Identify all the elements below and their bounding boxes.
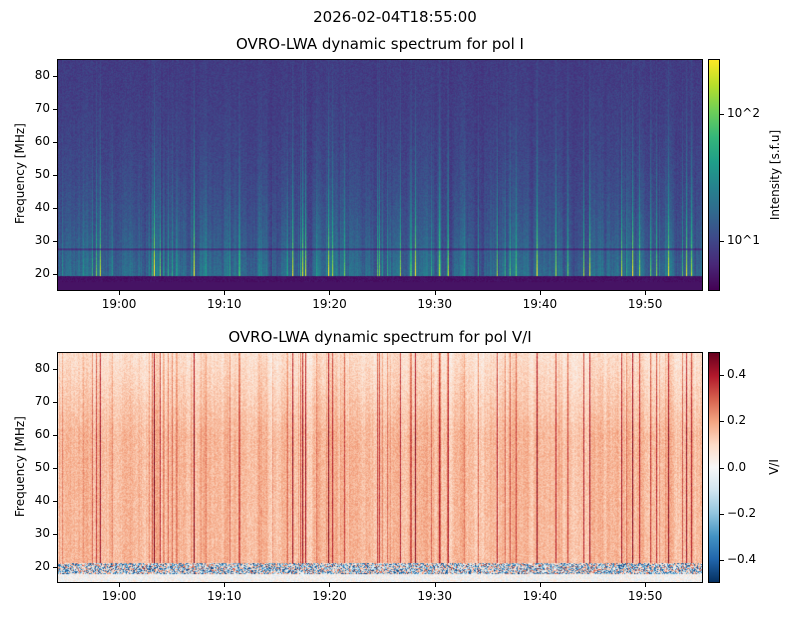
colorbar-label-vi: V/I <box>767 459 781 475</box>
x-tick-label: 19:20 <box>312 297 347 311</box>
x-tick-label: 19:50 <box>627 297 663 311</box>
x-tick <box>119 291 121 295</box>
y-tick <box>53 500 57 502</box>
x-tick-label: 19:40 <box>522 589 558 603</box>
y-tick-label: 30 <box>34 233 50 248</box>
y-tick <box>53 368 57 370</box>
x-tick-label: 19:20 <box>312 589 347 603</box>
y-tick <box>53 208 57 210</box>
y-tick <box>53 75 57 77</box>
y-tick <box>53 241 57 243</box>
y-tick <box>53 401 57 403</box>
colorbar-tick-label: 0.2 <box>727 413 747 428</box>
x-tick <box>645 291 647 295</box>
colorbar-tick-label: 0.0 <box>727 459 747 474</box>
plot-title-pol-i: OVRO-LWA dynamic spectrum for pol I <box>236 35 524 53</box>
y-tick <box>53 467 57 469</box>
y-tick-label: 60 <box>34 133 50 148</box>
x-tick-label: 19:00 <box>101 589 137 603</box>
x-tick-label: 19:30 <box>417 297 452 311</box>
colorbar-intensity <box>708 59 720 291</box>
y-tick <box>53 141 57 143</box>
x-tick <box>539 291 541 295</box>
y-tick-label: 50 <box>34 459 50 474</box>
x-tick <box>329 583 331 587</box>
colorbar-tick-label: 0.4 <box>727 367 747 382</box>
x-tick <box>224 583 226 587</box>
colorbar-tick-label: −0.4 <box>727 551 757 566</box>
y-tick-label: 60 <box>34 426 50 441</box>
y-tick-label: 20 <box>34 558 50 573</box>
y-tick <box>53 566 57 568</box>
y-tick <box>53 533 57 535</box>
x-tick-label: 19:10 <box>206 297 242 311</box>
x-tick-label: 19:10 <box>206 589 242 603</box>
colorbar-vi <box>708 352 720 583</box>
y-tick-label: 70 <box>34 393 50 408</box>
x-tick-label: 19:50 <box>627 589 663 603</box>
x-tick <box>119 583 121 587</box>
spectrogram-pol-i <box>57 59 703 291</box>
colorbar-tick-label: 10^1 <box>727 232 760 247</box>
x-tick-label: 19:30 <box>417 589 452 603</box>
figure-suptitle: 2026-02-04T18:55:00 <box>313 8 477 26</box>
y-tick-label: 30 <box>34 525 50 540</box>
y-tick-label: 80 <box>34 360 50 375</box>
y-tick-label: 50 <box>34 167 50 181</box>
x-tick-label: 19:00 <box>101 297 137 311</box>
y-tick-label: 40 <box>34 492 50 507</box>
y-tick-label: 70 <box>34 100 50 115</box>
y-tick-label: 80 <box>34 67 50 82</box>
colorbar-tick <box>720 559 724 561</box>
colorbar-label-intensity: Intensity [s.f.u] <box>768 129 782 221</box>
spectrogram-pol-vi <box>57 352 703 583</box>
x-tick <box>329 291 331 295</box>
y-tick-label: 40 <box>34 200 50 215</box>
y-tick <box>53 434 57 436</box>
x-tick <box>224 291 226 295</box>
x-tick <box>434 583 436 587</box>
colorbar-tick-label: 10^2 <box>727 105 760 120</box>
colorbar-tick <box>720 421 724 423</box>
plot-title-pol-vi: OVRO-LWA dynamic spectrum for pol V/I <box>228 328 532 346</box>
colorbar-tick <box>720 513 724 515</box>
y-tick <box>53 108 57 110</box>
x-tick <box>539 583 541 587</box>
colorbar-tick <box>720 467 724 469</box>
y-tick <box>53 274 57 276</box>
y-tick <box>53 175 57 176</box>
colorbar-tick <box>720 113 724 115</box>
colorbar-tick <box>720 375 724 377</box>
colorbar-tick-label: −0.2 <box>727 505 757 520</box>
x-tick <box>434 291 436 295</box>
x-tick-label: 19:40 <box>522 297 558 311</box>
y-tick-label: 20 <box>34 266 50 281</box>
colorbar-tick <box>720 240 724 242</box>
x-tick <box>645 583 647 587</box>
